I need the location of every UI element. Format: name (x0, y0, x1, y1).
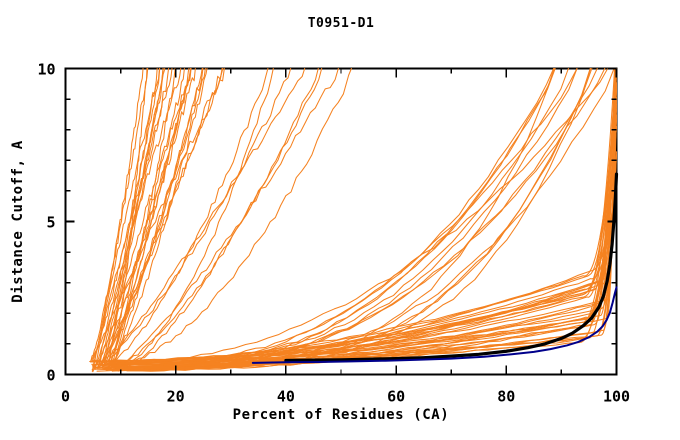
prediction-curve (105, 67, 176, 371)
prediction-curve (127, 67, 617, 371)
prediction-curve (91, 67, 149, 372)
prediction-curve (92, 67, 192, 373)
prediction-curve (101, 67, 269, 368)
prediction-curve (90, 67, 161, 362)
prediction-curve (117, 67, 591, 364)
prediction-curve (96, 67, 204, 369)
prediction-curves-group (89, 67, 618, 373)
prediction-curve (89, 67, 144, 363)
prediction-curve (94, 67, 160, 370)
prediction-curve (116, 97, 618, 370)
x-tick-label: 100 (603, 388, 630, 406)
x-tick-label: 40 (277, 388, 295, 406)
prediction-curve (107, 67, 190, 371)
prediction-curve (91, 67, 292, 367)
prediction-curve (99, 67, 223, 366)
chart-title: T0951-D1 (308, 16, 375, 31)
x-tick-label: 80 (497, 388, 515, 406)
prediction-curve (90, 86, 618, 363)
prediction-curve (109, 67, 208, 364)
x-tick-label: 60 (387, 388, 405, 406)
x-tick-label: 20 (167, 388, 185, 406)
prediction-curve (114, 105, 618, 364)
prediction-curve (121, 67, 556, 369)
prediction-curve (112, 67, 274, 368)
prediction-curve (117, 67, 319, 372)
y-axis-title: Distance Cutoff, A (10, 140, 26, 303)
reference-curve-blue-reference (251, 286, 618, 364)
prediction-curve (124, 114, 618, 371)
prediction-curve (125, 67, 618, 370)
prediction-curve (108, 67, 166, 369)
y-tick-label: 10 (37, 61, 55, 79)
x-axis-title: Percent of Residues (CA) (233, 407, 450, 423)
prediction-curve (97, 67, 158, 368)
prediction-curve (111, 67, 339, 372)
prediction-curve (94, 67, 616, 367)
prediction-curve (91, 67, 224, 362)
prediction-curve (113, 67, 196, 372)
prediction-curve (112, 67, 352, 367)
reference-curve-black-reference (284, 172, 619, 363)
prediction-curve (115, 67, 616, 363)
x-tick-label: 0 (61, 388, 70, 406)
prediction-curve (92, 103, 618, 368)
prediction-curve (92, 89, 618, 362)
prediction-curve (112, 67, 206, 366)
prediction-curve (101, 184, 618, 370)
y-tick-label: 0 (46, 367, 55, 385)
y-tick-label: 5 (46, 214, 55, 232)
prediction-curve (111, 67, 616, 372)
prediction-curve (114, 67, 323, 366)
prediction-curve (101, 67, 306, 368)
axes-group: 0 20 40 60 80 100 0 5 10 (37, 61, 630, 406)
